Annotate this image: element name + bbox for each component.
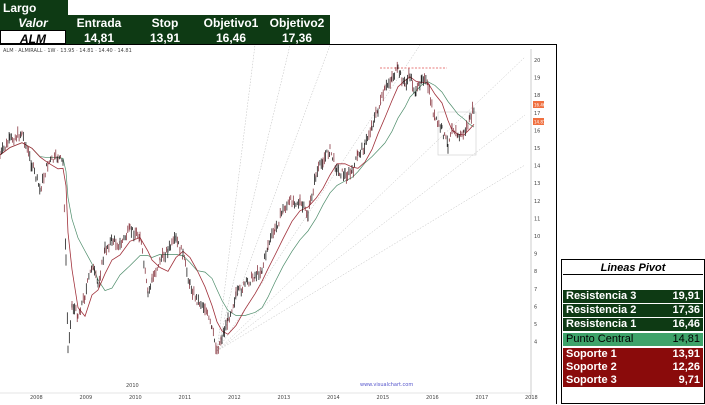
y-label: 17 bbox=[534, 111, 540, 117]
resistencia-3-label: Resistencia 3 bbox=[566, 290, 637, 302]
y-label: 9 bbox=[534, 252, 537, 258]
x-label: 2010 bbox=[129, 395, 142, 401]
x-label: 2018 bbox=[525, 395, 538, 401]
objetivo1-value: 16,46 bbox=[198, 30, 264, 45]
x-label: 2008 bbox=[30, 395, 43, 401]
consolidation-box bbox=[437, 111, 477, 156]
y-axis-labels: 20 19 18 17 16 15 14 13 12 11 10 9 8 7 6 5 4 bbox=[534, 58, 540, 346]
valor-header: Valor bbox=[0, 15, 66, 30]
y-label: 4 bbox=[534, 340, 537, 346]
year-marker: 2010 bbox=[126, 383, 139, 389]
y-label: 13 bbox=[534, 181, 540, 187]
resistencia-1-value: 16,46 bbox=[672, 318, 700, 330]
objetivo2-value: 17,36 bbox=[264, 30, 330, 45]
x-label: 2012 bbox=[228, 395, 241, 401]
direction-label: Largo bbox=[0, 0, 68, 15]
y-label: 10 bbox=[534, 234, 540, 240]
punto-central-value: 14,81 bbox=[672, 333, 700, 345]
moving-average-green bbox=[0, 81, 475, 316]
soporte-2-label: Soporte 2 bbox=[566, 361, 617, 373]
y-label: 8 bbox=[534, 269, 537, 275]
punto-central-row: Punto Central 14,81 bbox=[563, 333, 703, 346]
soporte-1-row: Soporte 1 13,91 bbox=[563, 348, 703, 361]
x-label: 2009 bbox=[80, 395, 93, 401]
x-label: 2015 bbox=[377, 395, 390, 401]
resistencia-2-row: Resistencia 2 17,36 bbox=[563, 304, 703, 317]
soporte-3-row: Soporte 3 9,71 bbox=[563, 374, 703, 387]
resistencia-2-label: Resistencia 2 bbox=[566, 304, 637, 316]
punto-central-label: Punto Central bbox=[566, 333, 634, 345]
y-label: 18 bbox=[534, 93, 540, 99]
x-label: 2016 bbox=[426, 395, 439, 401]
x-axis-labels: 2008 2009 2010 2011 2012 2013 2014 2015 2016 2017… bbox=[30, 395, 538, 401]
soporte-3-label: Soporte 3 bbox=[566, 374, 617, 386]
y-label: 12 bbox=[534, 199, 540, 205]
resistencia-1-label: Resistencia 1 bbox=[566, 318, 637, 330]
y-label: 14 bbox=[534, 164, 540, 170]
x-label: 2014 bbox=[327, 395, 340, 401]
stop-value: 13,91 bbox=[132, 30, 198, 45]
price-tags: 16.46 14.81 bbox=[533, 101, 546, 125]
pivot-title: Lineas Pivot bbox=[563, 261, 703, 275]
pivot-panel: Lineas Pivot Resistencia 3 19,91 Resiste… bbox=[561, 259, 705, 404]
x-label: 2017 bbox=[476, 395, 489, 401]
resistencia-1-row: Resistencia 1 16,46 bbox=[563, 318, 703, 331]
y-label: 11 bbox=[534, 216, 540, 222]
soporte-3-value: 9,71 bbox=[678, 374, 700, 386]
y-label: 20 bbox=[534, 58, 540, 64]
y-label: 19 bbox=[534, 76, 540, 82]
price-chart[interactable]: ALM · ALMIRALL · 1W · 13.95 · 14.81 · 14… bbox=[0, 44, 557, 404]
col-header-stop: Stop bbox=[132, 15, 198, 30]
y-label: 5 bbox=[534, 322, 537, 328]
y-label: 15 bbox=[534, 146, 540, 152]
y-label: 6 bbox=[534, 304, 537, 310]
soporte-1-label: Soporte 1 bbox=[566, 348, 617, 360]
ticker-cell: ALM bbox=[0, 30, 66, 46]
col-header-entrada: Entrada bbox=[66, 15, 132, 30]
soporte-2-row: Soporte 2 12,26 bbox=[563, 361, 703, 374]
price-tag: 14.81 bbox=[533, 118, 546, 125]
chart-header: ALM · ALMIRALL · 1W · 13.95 · 14.81 · 14… bbox=[3, 48, 132, 54]
col-header-objetivo2: Objetivo2 bbox=[264, 15, 330, 30]
soporte-2-value: 12,26 bbox=[672, 361, 700, 373]
x-label: 2013 bbox=[278, 395, 291, 401]
svg-text:14.81: 14.81 bbox=[534, 120, 546, 125]
entrada-value: 14,81 bbox=[66, 30, 132, 45]
resistencia-3-row: Resistencia 3 19,91 bbox=[563, 290, 703, 303]
soporte-1-value: 13,91 bbox=[672, 348, 700, 360]
chart-canvas: ALM · ALMIRALL · 1W · 13.95 · 14.81 · 14… bbox=[0, 45, 546, 401]
resistencia-3-value: 19,91 bbox=[672, 290, 700, 302]
resistencia-2-value: 17,36 bbox=[672, 304, 700, 316]
col-header-objetivo1: Objetivo1 bbox=[198, 15, 264, 30]
y-label: 16 bbox=[534, 128, 540, 134]
y-label: 7 bbox=[534, 287, 537, 293]
svg-text:16.46: 16.46 bbox=[534, 103, 546, 108]
price-tag: 16.46 bbox=[533, 101, 546, 108]
x-label: 2011 bbox=[179, 395, 192, 401]
price-bars bbox=[0, 61, 475, 355]
watermark: www.visualchart.com bbox=[360, 382, 413, 388]
